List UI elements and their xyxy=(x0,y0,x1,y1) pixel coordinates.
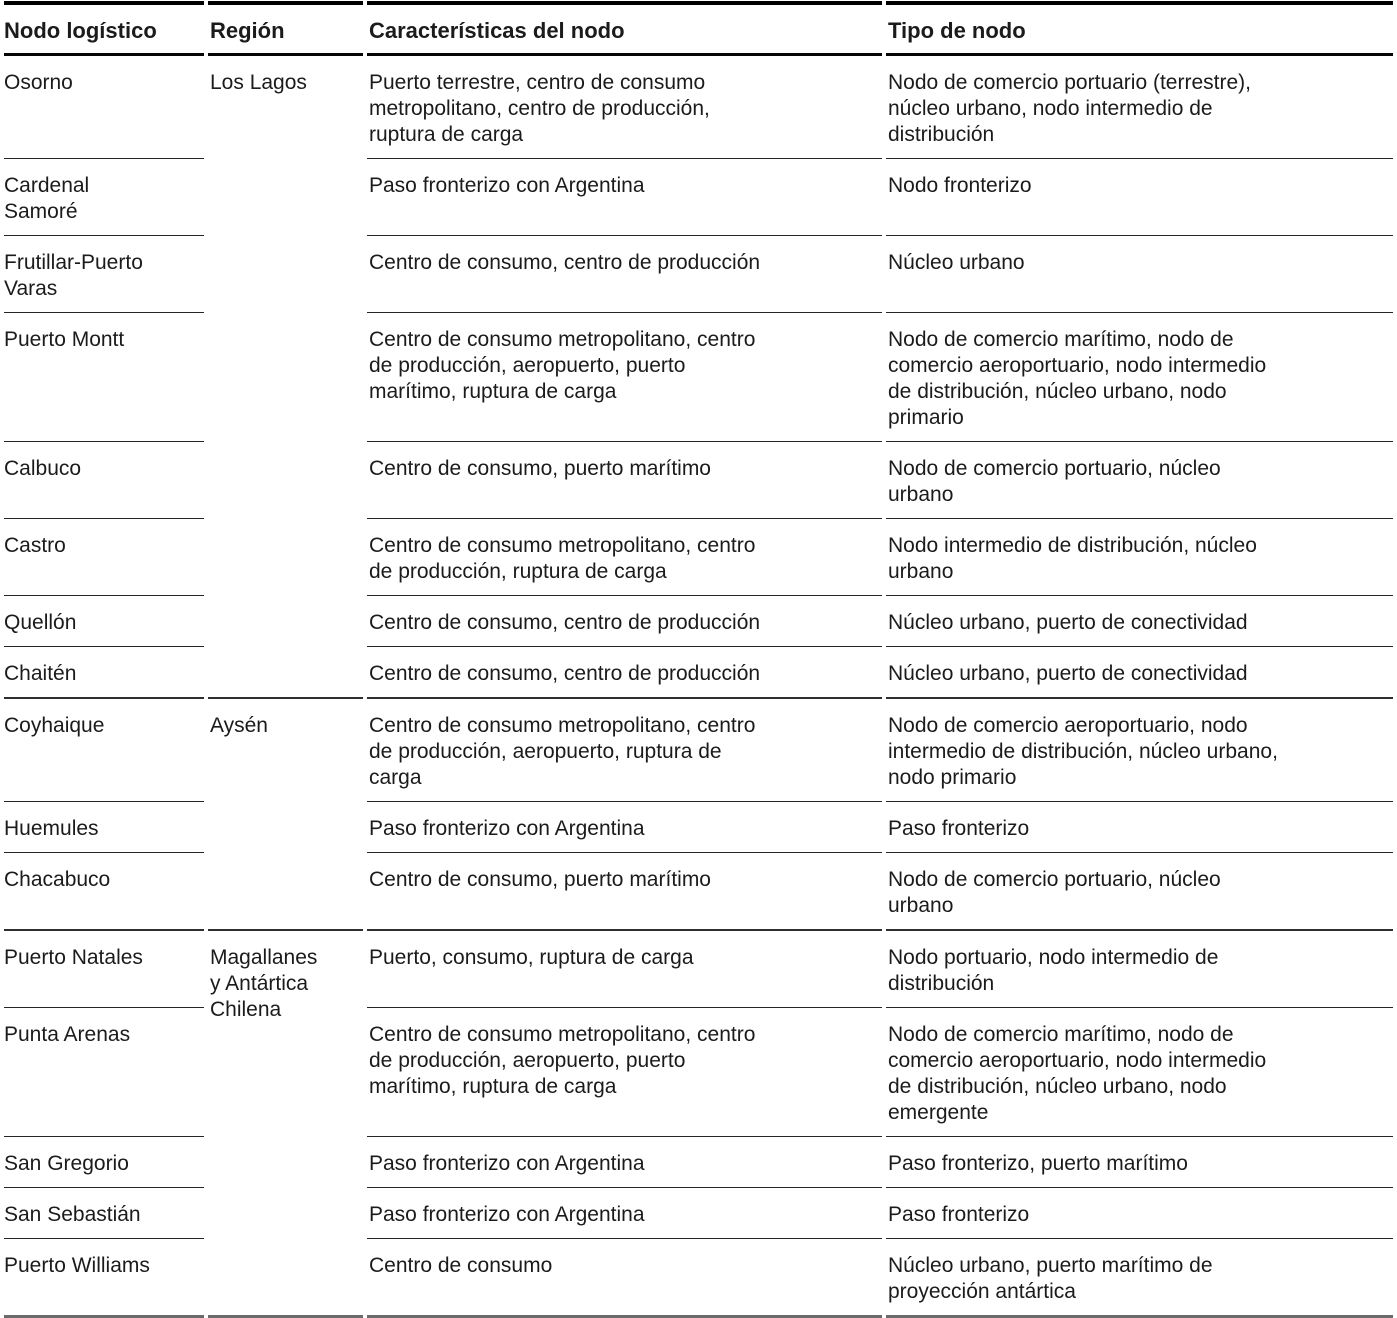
node-type-cell: Nodo de comercio marítimo, nodo de comer… xyxy=(886,313,1393,442)
table-row: Cardenal Samoré Paso fronterizo con Argen… xyxy=(4,159,1393,236)
node-name-cell: Puerto Montt xyxy=(4,313,204,442)
table-row: Punta Arenas Centro de consumo metropolit… xyxy=(4,1008,1393,1137)
node-type-cell: Núcleo urbano, puerto de conectividad xyxy=(886,647,1393,699)
column-header-caracteristicas: Características del nodo xyxy=(367,1,882,56)
table-row: Castro Centro de consumo metropolitano, c… xyxy=(4,519,1393,596)
node-features-cell: Paso fronterizo con Argentina xyxy=(367,1137,882,1188)
node-type-cell: Núcleo urbano, puerto de conectividad xyxy=(886,596,1393,647)
node-features-cell: Paso fronterizo con Argentina xyxy=(367,1188,882,1239)
node-features-cell: Centro de consumo metropolitano, centro … xyxy=(367,699,882,802)
node-name-cell: Chacabuco xyxy=(4,853,204,931)
node-features-cell: Paso fronterizo con Argentina xyxy=(367,802,882,853)
node-name-cell: Punta Arenas xyxy=(4,1008,204,1137)
node-features-cell: Puerto terrestre, centro de consumo metr… xyxy=(367,56,882,159)
node-features-cell: Centro de consumo metropolitano, centro … xyxy=(367,1008,882,1137)
node-name-cell: San Gregorio xyxy=(4,1137,204,1188)
node-features-cell: Centro de consumo, centro de producción xyxy=(367,596,882,647)
column-header-region: Región xyxy=(208,1,363,56)
node-type-cell: Nodo de comercio aeroportuario, nodo int… xyxy=(886,699,1393,802)
node-features-cell: Centro de consumo, centro de producción xyxy=(367,647,882,699)
column-header-nodo-logistico: Nodo logístico xyxy=(4,1,204,56)
node-features-cell: Centro de consumo, puerto marítimo xyxy=(367,442,882,519)
node-type-cell: Paso fronterizo xyxy=(886,802,1393,853)
node-name-cell: San Sebastián xyxy=(4,1188,204,1239)
node-type-cell: Nodo de comercio portuario, núcleo urban… xyxy=(886,853,1393,931)
region-cell: Los Lagos xyxy=(208,56,363,699)
node-name-cell: Osorno xyxy=(4,56,204,159)
node-type-cell: Núcleo urbano, puerto marítimo de proyec… xyxy=(886,1239,1393,1318)
node-name-cell: Chaitén xyxy=(4,647,204,699)
column-header-tipo-de-nodo: Tipo de nodo xyxy=(886,1,1393,56)
table-row: Calbuco Centro de consumo, puerto marítim… xyxy=(4,442,1393,519)
node-name-cell: Calbuco xyxy=(4,442,204,519)
node-name-cell: Frutillar-Puerto Varas xyxy=(4,236,204,313)
node-type-cell: Nodo intermedio de distribución, núcleo … xyxy=(886,519,1393,596)
node-features-cell: Paso fronterizo con Argentina xyxy=(367,159,882,236)
region-cell: Aysén xyxy=(208,699,363,931)
node-name-cell: Quellón xyxy=(4,596,204,647)
region-cell: Magallanes y Antártica Chilena xyxy=(208,931,363,1318)
table-row: Frutillar-Puerto Varas Centro de consumo,… xyxy=(4,236,1393,313)
table-row: Puerto Natales Magallanes y Antártica Chi… xyxy=(4,931,1393,1318)
node-features-cell: Centro de consumo metropolitano, centro … xyxy=(367,519,882,596)
node-type-cell: Nodo de comercio marítimo, nodo de comer… xyxy=(886,1008,1393,1137)
node-type-cell: Paso fronterizo, puerto marítimo xyxy=(886,1137,1393,1188)
table-row: Osorno Los Lagos Puerto terrestre, centro … xyxy=(4,56,1393,699)
table-row: Coyhaique Aysén Centro de consumo metropol… xyxy=(4,699,1393,931)
node-type-cell: Paso fronterizo xyxy=(886,1188,1393,1239)
node-type-cell: Nodo portuario, nodo intermedio de distr… xyxy=(886,931,1393,1008)
node-type-cell: Núcleo urbano xyxy=(886,236,1393,313)
table-row: Chacabuco Centro de consumo, puerto marít… xyxy=(4,853,1393,931)
node-name-cell: Puerto Natales xyxy=(4,931,204,1008)
node-features-cell: Centro de consumo, puerto marítimo xyxy=(367,853,882,931)
table-row: San Gregorio Paso fronterizo con Argentin… xyxy=(4,1137,1393,1188)
header-row: Nodo logístico Región Características de… xyxy=(4,1,1393,56)
table-header: Nodo logístico Región Características de… xyxy=(4,1,1393,56)
node-features-cell: Centro de consumo xyxy=(367,1239,882,1318)
node-name-cell: Cardenal Samoré xyxy=(4,159,204,236)
node-name-cell: Puerto Williams xyxy=(4,1239,204,1318)
table-row: Quellón Centro de consumo, centro de prod… xyxy=(4,596,1393,647)
node-type-cell: Nodo fronterizo xyxy=(886,159,1393,236)
node-type-cell: Nodo de comercio portuario (terrestre), … xyxy=(886,56,1393,159)
node-features-cell: Centro de consumo metropolitano, centro … xyxy=(367,313,882,442)
table-row: Puerto Montt Centro de consumo metropolit… xyxy=(4,313,1393,442)
node-features-cell: Centro de consumo, centro de producción xyxy=(367,236,882,313)
node-name-cell: Huemules xyxy=(4,802,204,853)
table-row: San Sebastián Paso fronterizo con Argenti… xyxy=(4,1188,1393,1239)
table-row: Chaitén Centro de consumo, centro de prod… xyxy=(4,647,1393,699)
node-type-cell: Nodo de comercio portuario, núcleo urban… xyxy=(886,442,1393,519)
table-body: Osorno Los Lagos Puerto terrestre, centro … xyxy=(4,56,1393,1318)
table-row: Huemules Paso fronterizo con Argentina Pas… xyxy=(4,802,1393,853)
node-name-cell: Coyhaique xyxy=(4,699,204,802)
node-features-cell: Puerto, consumo, ruptura de carga xyxy=(367,931,882,1008)
node-name-cell: Castro xyxy=(4,519,204,596)
